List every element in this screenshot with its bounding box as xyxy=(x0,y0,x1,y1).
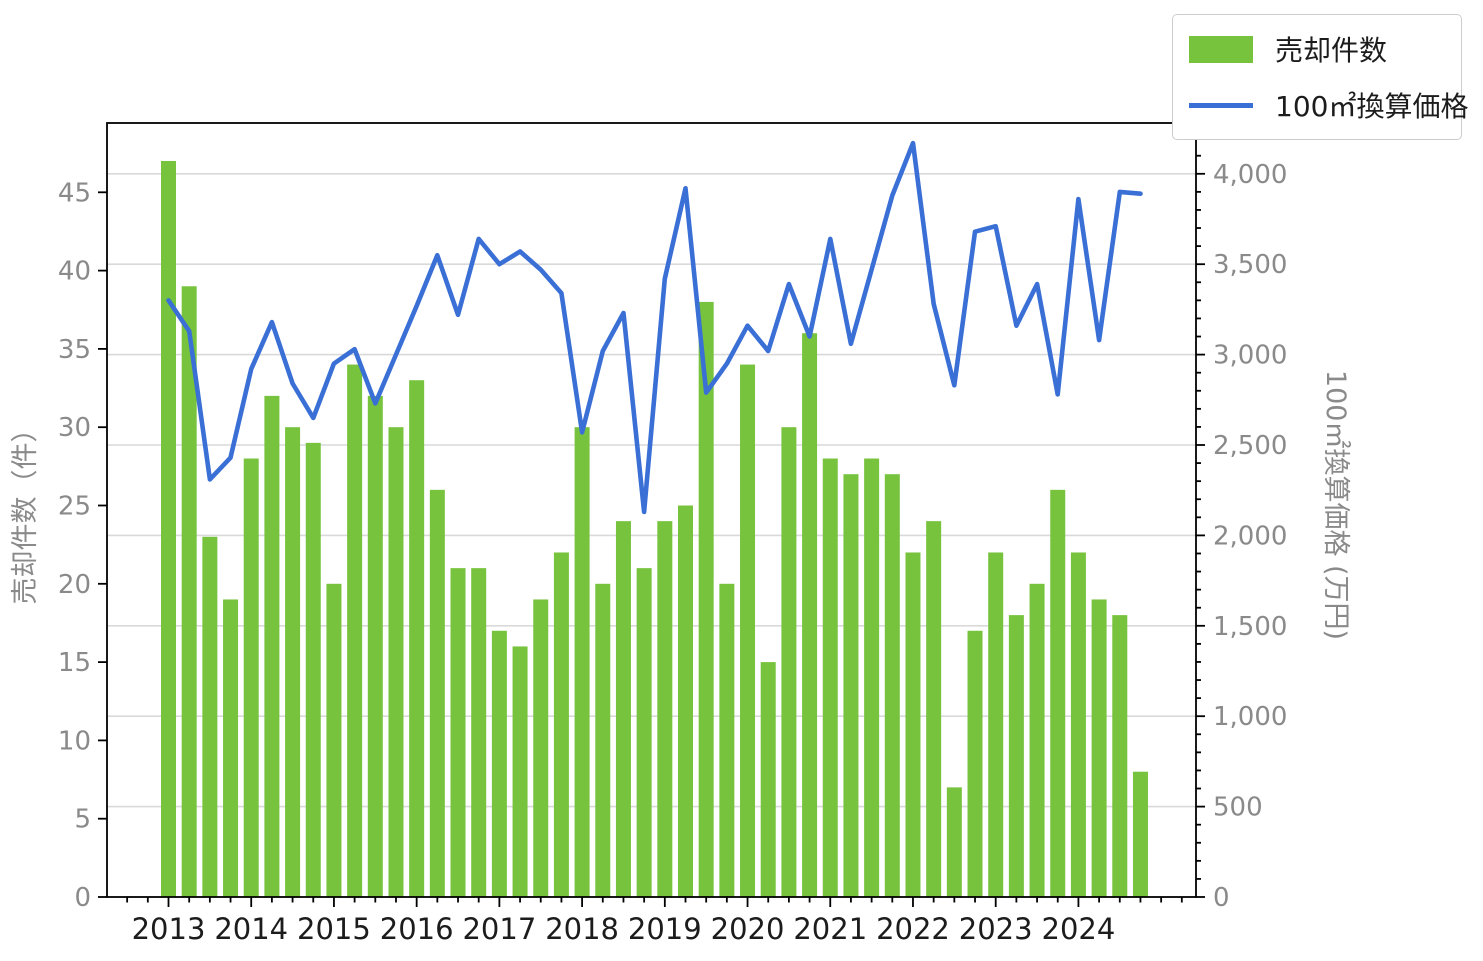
bar-2014Q2 xyxy=(264,395,280,897)
legend-price-label: 100㎡換算価格 xyxy=(1275,90,1469,123)
bar-2015Q1 xyxy=(326,583,342,897)
bar-2019Q3 xyxy=(698,301,714,897)
bar-2021Q4 xyxy=(884,474,900,897)
x-tick-2013: 2013 xyxy=(132,912,206,946)
bar-2020Q2 xyxy=(760,662,776,897)
x-tick-2014: 2014 xyxy=(214,912,288,946)
bar-2017Q2 xyxy=(512,646,528,897)
right-tick-2000: 2,000 xyxy=(1213,521,1287,551)
right-tick-1000: 1,000 xyxy=(1213,702,1287,732)
bar-2021Q3 xyxy=(864,458,880,897)
bar-2018Q4 xyxy=(636,568,652,897)
bar-2013Q3 xyxy=(202,536,218,897)
left-tick-0: 0 xyxy=(74,883,91,913)
legend-sales-label: 売却件数 xyxy=(1275,34,1388,67)
bar-2019Q1 xyxy=(657,521,673,897)
bar-2024Q1 xyxy=(1070,552,1086,897)
bar-2023Q1 xyxy=(988,552,1004,897)
bar-2016Q4 xyxy=(471,568,487,897)
bar-2021Q1 xyxy=(822,458,838,897)
x-tick-2018: 2018 xyxy=(545,912,619,946)
bar-2019Q2 xyxy=(678,505,693,897)
bar-2018Q3 xyxy=(615,521,631,897)
left-tick-5: 5 xyxy=(74,805,91,835)
bar-2015Q4 xyxy=(388,427,404,897)
legend-item-price: 100㎡換算価格 xyxy=(1189,85,1468,125)
sales-bars xyxy=(161,160,1148,898)
left-tick-30: 30 xyxy=(58,413,91,443)
bar-2013Q1 xyxy=(161,160,176,898)
bar-2024Q2 xyxy=(1091,599,1107,897)
legend-item-sales: 売却件数 xyxy=(1189,29,1443,69)
right-tick-3500: 3,500 xyxy=(1213,250,1287,280)
axis-tick-labels: 0 5 10 15 20 25 30 35 40 45 0 500 1,000 1,500 2,000 2,5… xyxy=(58,160,1288,946)
x-tick-2021: 2021 xyxy=(793,912,867,946)
bar-2014Q1 xyxy=(243,458,259,897)
bar-2024Q3 xyxy=(1112,615,1128,897)
bar-2018Q1 xyxy=(574,427,590,897)
left-axis-title: 売却件数（件） xyxy=(10,416,41,605)
left-tick-25: 25 xyxy=(58,492,91,522)
price-line xyxy=(166,140,1143,515)
bar-2017Q3 xyxy=(533,599,549,897)
bar-2014Q3 xyxy=(285,427,301,897)
right-tick-4000: 4,000 xyxy=(1213,160,1287,190)
bar-2013Q2 xyxy=(181,286,197,897)
bar-2017Q4 xyxy=(553,552,569,897)
bar-2022Q4 xyxy=(967,630,983,897)
bar-2022Q2 xyxy=(926,521,942,897)
right-tick-3000: 3,000 xyxy=(1213,341,1287,371)
bar-2023Q3 xyxy=(1029,583,1045,897)
bar-2016Q1 xyxy=(409,380,425,898)
x-tick-2023: 2023 xyxy=(959,912,1033,946)
legend: 売却件数 100㎡換算価格 xyxy=(1172,14,1468,140)
left-tick-40: 40 xyxy=(58,257,91,287)
x-tick-2016: 2016 xyxy=(380,912,454,946)
left-tick-20: 20 xyxy=(58,570,91,600)
sales-swatch-icon xyxy=(1189,35,1253,63)
bar-2022Q3 xyxy=(946,787,962,897)
x-tick-2015: 2015 xyxy=(297,912,371,946)
right-tick-0: 0 xyxy=(1213,883,1230,913)
axis-ticks xyxy=(98,136,1205,907)
bar-2016Q3 xyxy=(450,568,466,897)
plot-border xyxy=(106,122,1197,898)
x-tick-2020: 2020 xyxy=(711,912,785,946)
left-tick-35: 35 xyxy=(58,335,91,365)
x-tick-2022: 2022 xyxy=(876,912,950,946)
bar-2017Q1 xyxy=(491,630,507,897)
right-tick-1500: 1,500 xyxy=(1213,612,1287,642)
left-tick-45: 45 xyxy=(58,178,91,208)
bar-2016Q2 xyxy=(429,489,445,897)
x-tick-2019: 2019 xyxy=(628,912,702,946)
bar-2019Q4 xyxy=(719,583,735,897)
bar-2020Q4 xyxy=(802,333,818,897)
bar-2021Q2 xyxy=(843,474,859,897)
bar-2023Q2 xyxy=(1008,615,1024,897)
x-tick-2024: 2024 xyxy=(1042,912,1116,946)
right-tick-500: 500 xyxy=(1213,793,1263,823)
x-tick-2017: 2017 xyxy=(462,912,536,946)
bar-2023Q4 xyxy=(1050,489,1066,897)
bar-2020Q3 xyxy=(781,427,797,897)
bar-2014Q4 xyxy=(305,442,321,897)
bar-2022Q1 xyxy=(905,552,921,897)
bar-2018Q2 xyxy=(595,583,611,897)
bar-2015Q2 xyxy=(347,364,363,897)
bar-2020Q1 xyxy=(740,364,756,897)
right-axis-title: 100㎡換算価格 (万円) xyxy=(1320,370,1351,640)
right-tick-2500: 2,500 xyxy=(1213,431,1287,461)
bar-2013Q4 xyxy=(223,599,239,897)
bar-2015Q3 xyxy=(367,395,383,897)
price-line-icon xyxy=(1189,102,1253,108)
bar-2024Q4 xyxy=(1132,771,1148,897)
left-tick-10: 10 xyxy=(58,726,91,756)
left-tick-15: 15 xyxy=(58,648,91,678)
